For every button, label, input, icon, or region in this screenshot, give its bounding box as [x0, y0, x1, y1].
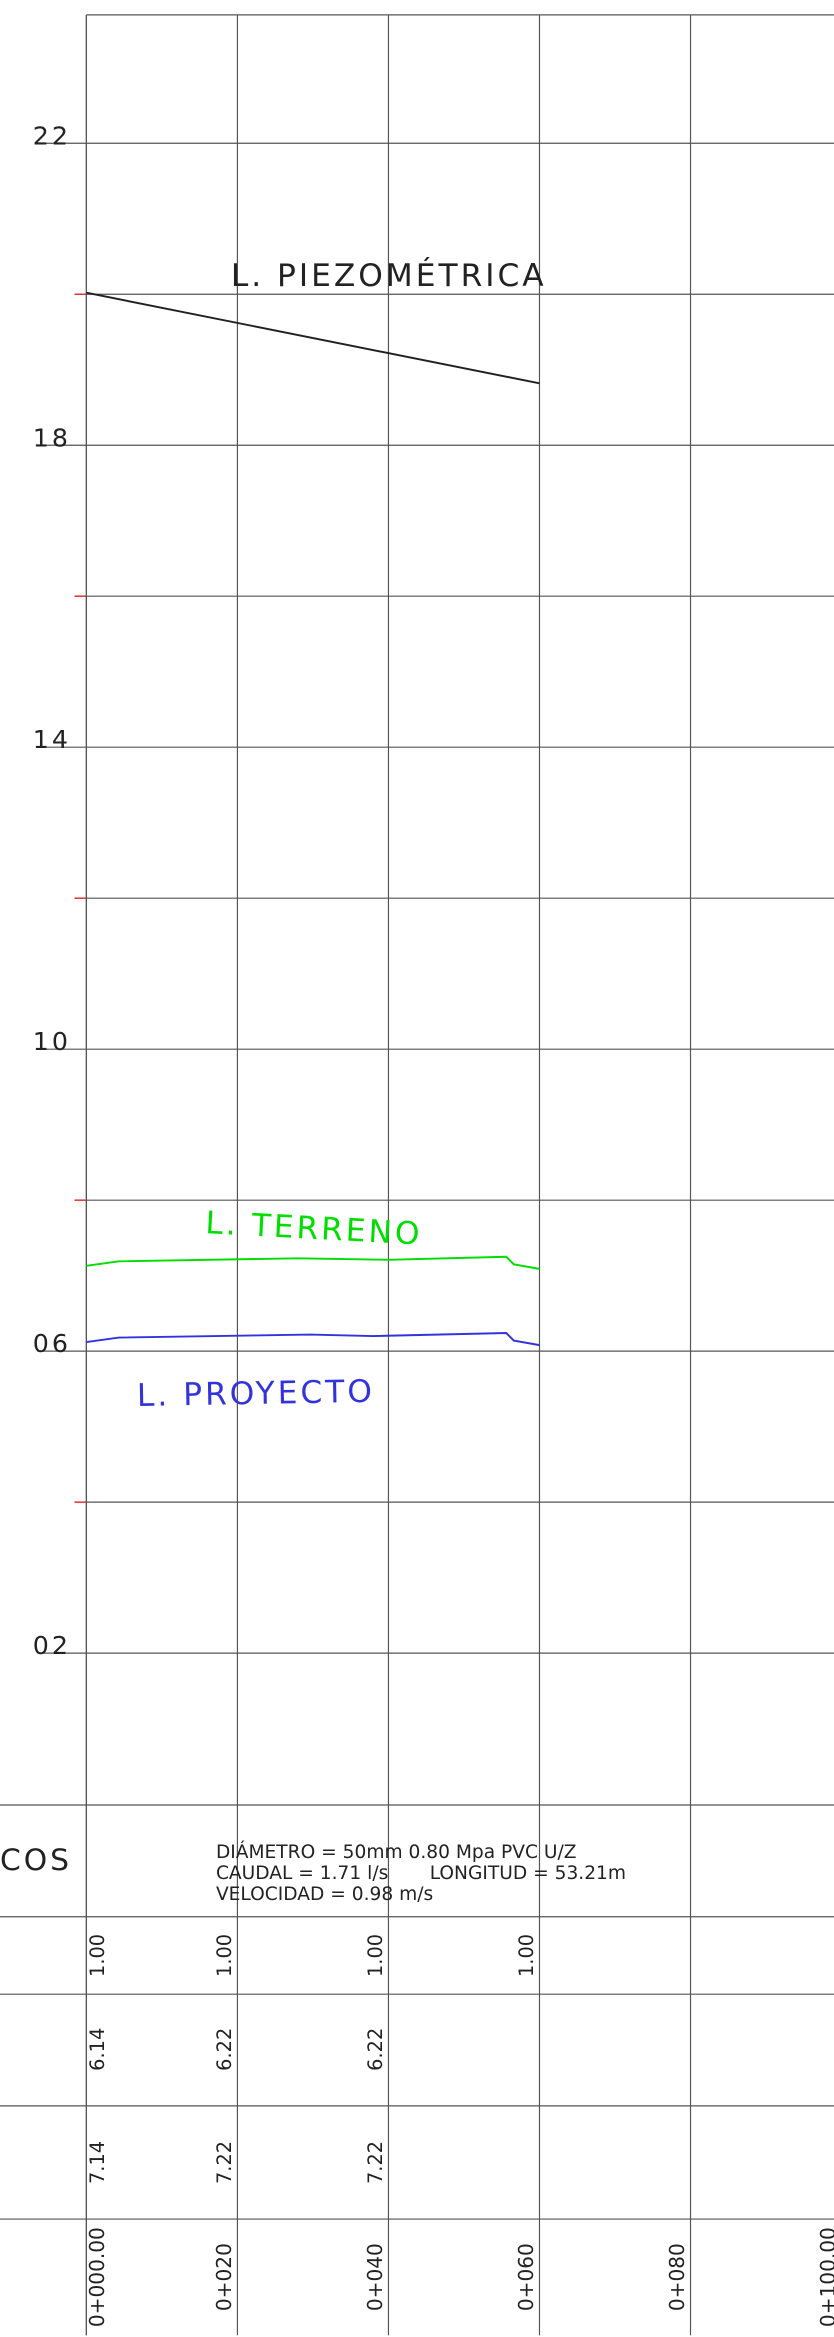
series-label: L. PROYECTO: [137, 1374, 376, 1414]
y-tick-label: 14: [33, 725, 71, 754]
pipe-info: DIÁMETRO = 50mm 0.80 Mpa PVC U/Z: [216, 1840, 577, 1863]
station-label: 0+100.00: [816, 2227, 834, 2327]
table-value: 1.00: [86, 1934, 109, 1977]
station-label: 0+080: [665, 2243, 689, 2311]
series-label: L. PIEZOMÉTRICA: [231, 256, 547, 294]
table-value: 1.00: [364, 1934, 387, 1977]
y-tick-label: 18: [33, 423, 71, 452]
table-label: COS: [0, 1843, 72, 1878]
table-value: 7.14: [86, 2141, 109, 2184]
station-label: 0+040: [363, 2243, 387, 2311]
table-value: 1.00: [213, 1934, 236, 1977]
station-label: 0+000.00: [85, 2227, 109, 2327]
y-tick-label: 06: [33, 1329, 71, 1358]
table-value: 6.22: [364, 2028, 387, 2071]
table-value: 7.22: [213, 2141, 236, 2184]
series-line: [86, 1332, 540, 1347]
y-tick-label: 22: [33, 121, 71, 150]
y-tick-label: 02: [33, 1631, 71, 1660]
y-tick-label: 10: [33, 1027, 71, 1056]
pipe-info: VELOCIDAD = 0.98 m/s: [216, 1884, 433, 1905]
station-label: 0+020: [212, 2243, 236, 2311]
table-value: 6.14: [86, 2028, 109, 2071]
pipe-info: CAUDAL = 1.71 l/s LONGITUD = 53.21m: [216, 1863, 626, 1884]
series-line: [86, 1255, 540, 1270]
series-line: [86, 291, 540, 385]
station-label: 0+060: [514, 2243, 538, 2311]
table-value: 6.22: [213, 2028, 236, 2071]
table-value: 1.00: [515, 1934, 538, 1977]
table-value: 7.22: [364, 2141, 387, 2184]
